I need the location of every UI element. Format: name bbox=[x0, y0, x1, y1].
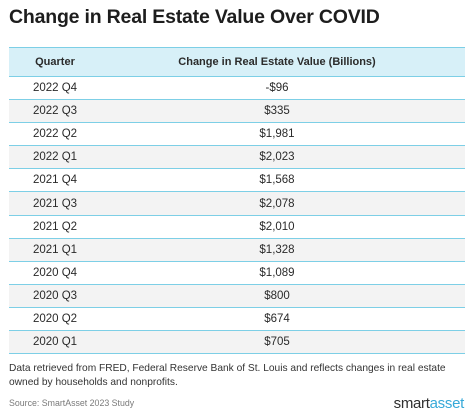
quarter-cell: 2022 Q3 bbox=[32, 105, 78, 118]
quarter-cell: 2021 Q3 bbox=[32, 197, 78, 210]
table-row: 2020 Q1 $705 bbox=[9, 331, 465, 355]
value-cell: $1,089 bbox=[259, 266, 295, 279]
value-cell: $1,981 bbox=[259, 128, 295, 141]
column-header-value: Change in Real Estate Value (Billions) bbox=[178, 56, 376, 68]
value-cell: -$96 bbox=[265, 82, 289, 95]
value-cell: $1,568 bbox=[259, 174, 295, 187]
table-body: 2022 Q4 -$96 2022 Q3 $335 2022 Q2 $1,981 2022 … bbox=[9, 77, 465, 355]
logo-part-smart: smart bbox=[393, 395, 430, 412]
quarter-cell: 2020 Q1 bbox=[32, 336, 78, 349]
table-row: 2022 Q2 $1,981 bbox=[9, 123, 465, 147]
value-cell: $800 bbox=[264, 289, 290, 302]
table-row: 2020 Q4 $1,089 bbox=[9, 262, 465, 285]
quarter-cell: 2021 Q2 bbox=[32, 220, 78, 233]
table-header: Quarter Change in Real Estate Value (Bil… bbox=[9, 47, 465, 77]
quarter-cell: 2021 Q1 bbox=[32, 243, 78, 256]
quarter-cell: 2020 Q3 bbox=[32, 289, 78, 302]
smartasset-logo: smartasset bbox=[393, 395, 465, 412]
table-row: 2021 Q2 $2,010 bbox=[9, 216, 465, 239]
value-cell: $335 bbox=[264, 105, 290, 118]
table-row: 2021 Q4 $1,568 bbox=[9, 169, 465, 193]
quarter-cell: 2022 Q2 bbox=[32, 128, 78, 141]
quarter-cell: 2020 Q2 bbox=[32, 312, 78, 325]
quarter-cell: 2022 Q4 bbox=[32, 82, 78, 95]
page-title: Change in Real Estate Value Over COVID bbox=[9, 6, 380, 28]
table-row: 2022 Q1 $2,023 bbox=[9, 146, 465, 170]
value-cell: $2,010 bbox=[259, 220, 295, 233]
table-row: 2022 Q4 -$96 bbox=[9, 77, 465, 101]
value-cell: $674 bbox=[264, 312, 290, 325]
table-row: 2021 Q3 $2,078 bbox=[9, 192, 465, 216]
table-row: 2020 Q2 $674 bbox=[9, 308, 465, 332]
quarter-cell: 2021 Q4 bbox=[32, 174, 78, 187]
value-cell: $2,078 bbox=[259, 197, 295, 210]
quarter-cell: 2022 Q1 bbox=[32, 151, 78, 164]
logo-part-asset: asset bbox=[429, 395, 465, 412]
table-row: 2021 Q1 $1,328 bbox=[9, 238, 465, 262]
table-row: 2020 Q3 $800 bbox=[9, 284, 465, 308]
column-header-quarter: Quarter bbox=[35, 56, 75, 68]
data-table: Quarter Change in Real Estate Value (Bil… bbox=[9, 47, 465, 355]
source-text: Source: SmartAsset 2023 Study bbox=[9, 398, 135, 408]
footnote: Data retrieved from FRED, Federal Reserv… bbox=[9, 363, 446, 388]
value-cell: $2,023 bbox=[259, 151, 295, 164]
value-cell: $705 bbox=[264, 336, 290, 349]
value-cell: $1,328 bbox=[259, 243, 295, 256]
table-row: 2022 Q3 $335 bbox=[9, 100, 465, 124]
quarter-cell: 2020 Q4 bbox=[32, 266, 78, 279]
